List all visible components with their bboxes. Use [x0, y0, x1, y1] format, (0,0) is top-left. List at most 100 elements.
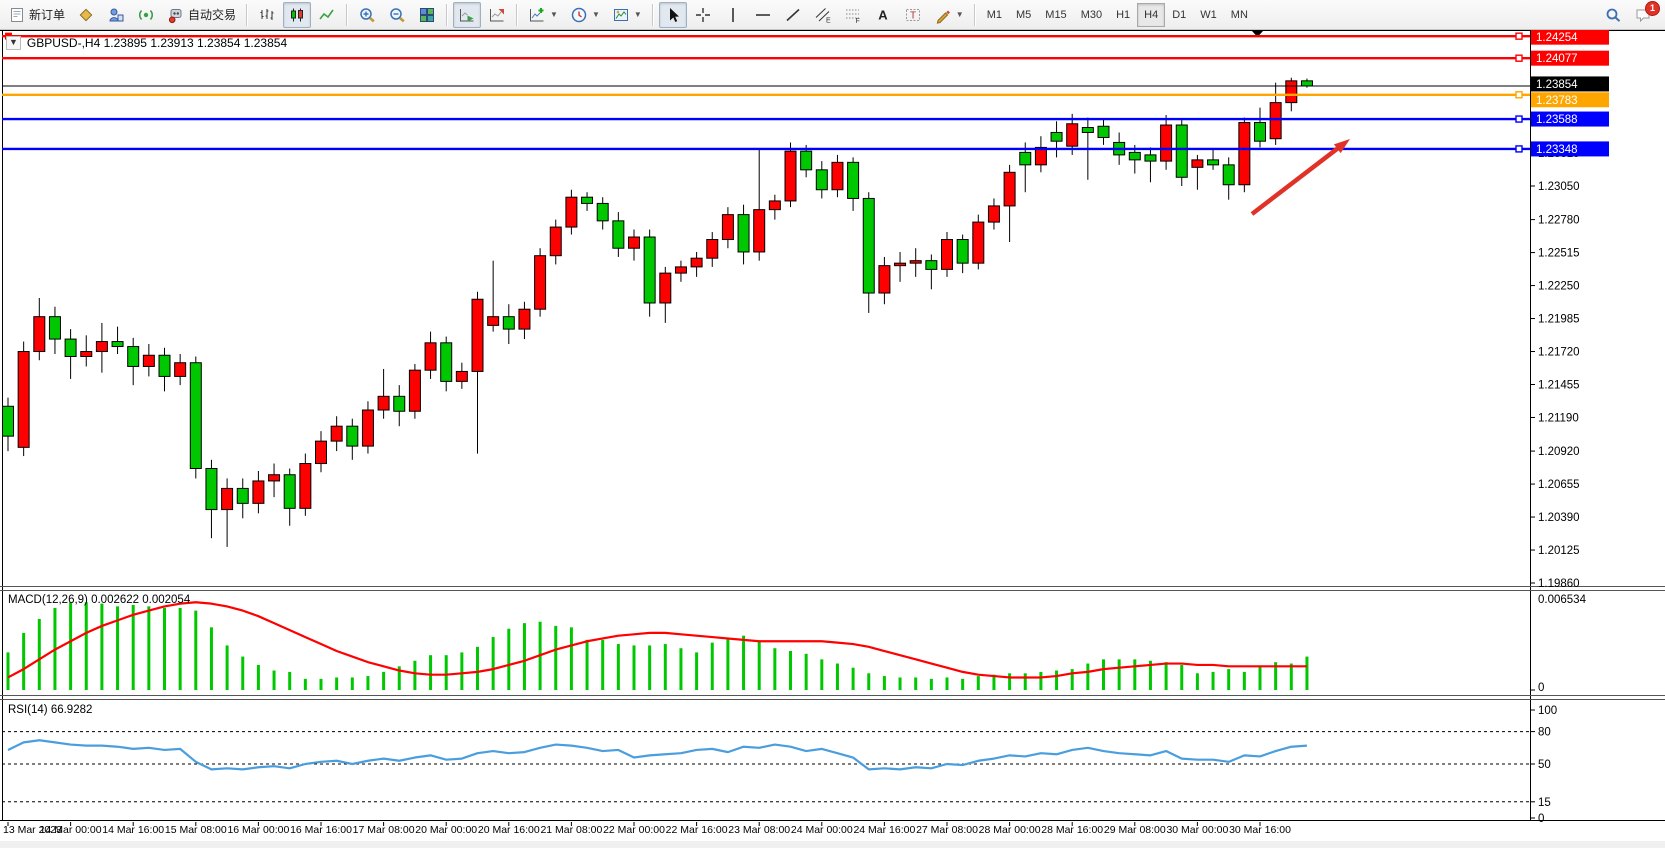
trend-arrow-annotation[interactable]	[1250, 146, 1339, 216]
candle	[236, 487, 249, 504]
cursor-button[interactable]	[658, 1, 687, 28]
candle	[831, 161, 844, 191]
timeframe-m1-button[interactable]: M1	[986, 8, 1002, 21]
timeframe-h4-button[interactable]: H4	[1137, 2, 1166, 27]
level-line-handle[interactable]	[1515, 145, 1523, 153]
symbol-dropdown-icon[interactable]: ▼	[6, 36, 21, 50]
timeframe-w1-button[interactable]: W1	[1200, 8, 1217, 21]
line-icon	[319, 9, 334, 19]
indicators-button[interactable]: ▼	[523, 2, 563, 28]
crosshair-button[interactable]	[689, 2, 717, 28]
candle	[1175, 124, 1188, 178]
timeframe-m5-button[interactable]: M5	[1016, 8, 1032, 21]
new-order-button-label: 新订单	[29, 8, 66, 22]
price-axis[interactable]: 1.233151.230501.227801.225151.222501.219…	[1530, 148, 1580, 590]
line-chart-button[interactable]	[313, 2, 341, 28]
chart-shift-button[interactable]	[483, 2, 511, 28]
level-price-tag	[1531, 111, 1609, 127]
trendline-button[interactable]	[779, 2, 807, 28]
candle	[158, 354, 171, 377]
candle	[1144, 154, 1157, 162]
rsi-level-label: 100	[1538, 705, 1557, 717]
zoom-out-icon	[390, 7, 405, 22]
candlestick-button[interactable]	[283, 1, 312, 28]
chart-window[interactable]: 1.233151.230501.227801.225151.222501.219…	[0, 30, 1665, 848]
candle	[596, 202, 609, 222]
new-order-button[interactable]: 新订单	[3, 2, 70, 28]
signals-button[interactable]	[132, 2, 160, 28]
candle	[847, 161, 860, 199]
candle	[643, 236, 656, 304]
candle	[753, 209, 766, 253]
timeframe-d1-button[interactable]: D1	[1172, 8, 1187, 21]
indicators-icon	[530, 7, 544, 21]
candle	[17, 351, 30, 448]
candle	[189, 362, 202, 470]
candle	[1222, 164, 1235, 186]
price-tick-label: 1.20920	[1538, 446, 1580, 458]
timeframe-m30-button[interactable]: M30	[1080, 8, 1103, 21]
auto-trading-button[interactable]: 自动交易	[162, 2, 241, 28]
vline-button[interactable]	[719, 2, 747, 28]
cursor-icon	[669, 7, 679, 22]
toolbar-separator	[346, 3, 349, 26]
symbol-ohlc-text: GBPUSD-,H4 1.23895 1.23913 1.23854 1.238…	[26, 36, 288, 50]
chart-shift-marker-icon[interactable]	[1252, 31, 1263, 37]
hline-button[interactable]	[749, 2, 777, 28]
trend-arrow-annotation-head[interactable]	[1333, 139, 1350, 154]
fibonacci-button[interactable]: F	[839, 2, 867, 28]
clock-icon	[571, 7, 587, 22]
candle	[909, 260, 922, 264]
channel-button[interactable]: E	[809, 2, 837, 28]
templates-button[interactable]: ▼	[607, 2, 647, 28]
notifications-button[interactable]: 1	[1629, 0, 1660, 28]
zoom-in-button[interactable]	[353, 2, 381, 28]
macd-max-label: 0.006534	[1538, 594, 1587, 606]
chevron-down-icon[interactable]: ▼	[633, 10, 642, 19]
profiles-button[interactable]	[72, 2, 100, 28]
hline-icon	[755, 13, 770, 16]
search-button[interactable]	[1599, 2, 1627, 28]
toolbar-separator	[651, 3, 654, 26]
candle	[95, 341, 108, 353]
zoom-out-button[interactable]	[383, 2, 411, 28]
price-tick-label: 1.20655	[1538, 479, 1580, 491]
market-watch-icon	[109, 8, 124, 21]
price-chart-canvas[interactable]: 1.233151.230501.227801.225151.222501.219…	[0, 30, 1665, 848]
timeframe-h1-button[interactable]: H1	[1116, 8, 1131, 21]
chevron-down-icon[interactable]: ▼	[550, 10, 558, 19]
zoom-in-icon	[360, 7, 375, 22]
level-line-handle[interactable]	[1515, 54, 1523, 62]
level-price-tag	[1531, 50, 1609, 66]
level-line-handle[interactable]	[1515, 115, 1523, 123]
timeframe-m15-button[interactable]: M15	[1045, 8, 1067, 21]
text-button[interactable]: A	[869, 2, 897, 28]
candle	[315, 440, 327, 465]
chevron-down-icon[interactable]: ▼	[591, 10, 600, 19]
candle	[1300, 80, 1313, 87]
periods-button[interactable]: ▼	[565, 2, 605, 28]
rsi-line	[7, 739, 1308, 771]
tile-windows-button[interactable]	[413, 2, 441, 28]
text-label-button[interactable]: T	[899, 2, 927, 28]
macd-label: MACD(12,26,9) 0.002622 0.002054	[8, 594, 191, 606]
time-tick-label: 14 Mar 16:00	[102, 824, 164, 836]
price-tick-label: 1.22515	[1538, 248, 1580, 260]
candles-icon	[291, 8, 304, 21]
time-tick-label: 30 Mar 16:00	[1229, 824, 1291, 836]
level-line-handle[interactable]	[1515, 32, 1523, 40]
candle	[1254, 122, 1266, 142]
bar-chart-button[interactable]	[253, 2, 281, 28]
auto-scroll-button[interactable]	[453, 1, 482, 28]
candle	[487, 316, 500, 326]
candle	[2, 405, 14, 437]
timeframe-mn-button[interactable]: MN	[1230, 8, 1248, 21]
arrows-button[interactable]: ▼	[929, 2, 969, 28]
market-watch-button[interactable]	[102, 2, 130, 28]
time-tick-label: 20 Mar 00:00	[415, 824, 477, 836]
candle	[48, 316, 61, 340]
chevron-down-icon[interactable]: ▼	[955, 10, 964, 19]
level-line-handle[interactable]	[1515, 91, 1523, 99]
shift-icon	[490, 8, 505, 21]
